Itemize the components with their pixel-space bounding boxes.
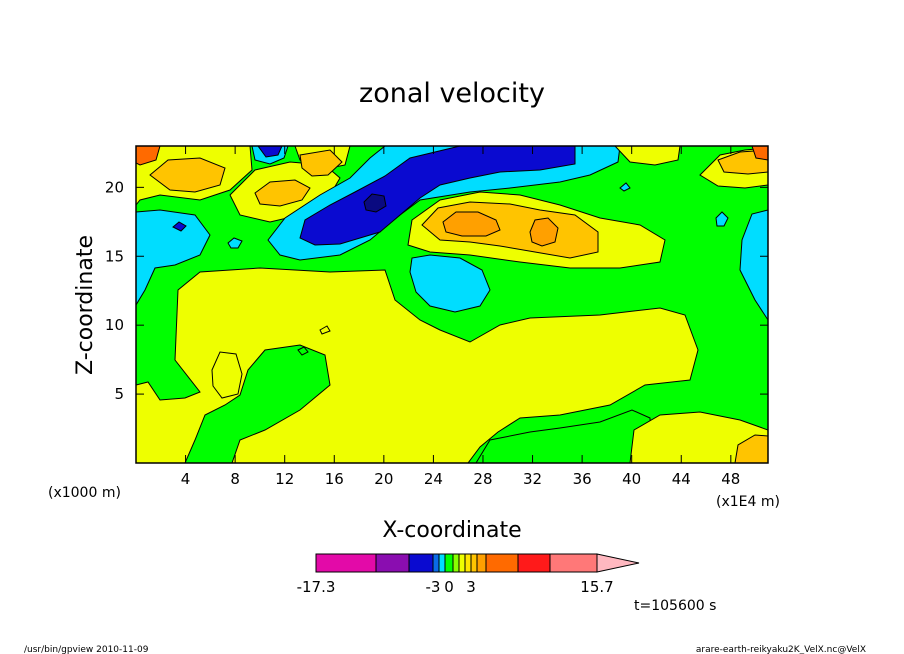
colorbar-swatch xyxy=(464,553,472,573)
field-blue-top-left xyxy=(257,146,283,158)
colorbar-swatch xyxy=(476,553,487,573)
field-darkorange-b xyxy=(529,217,559,247)
x-axis-label: X-coordinate xyxy=(382,518,521,543)
field-blue-dot-left xyxy=(172,221,187,232)
field-redorange-right-corner xyxy=(751,146,768,161)
colorbar: -17.3 -3 0 3 15.7 xyxy=(297,553,640,596)
colorbar-swatch xyxy=(517,553,551,573)
field-green-island-left xyxy=(184,344,331,463)
y-tick-label: 5 xyxy=(114,385,124,403)
field-redorange-corner xyxy=(136,146,161,166)
chart-title: zonal velocity xyxy=(359,78,545,109)
x-tick-label: 16 xyxy=(325,470,344,488)
colorbar-label: -17.3 xyxy=(297,578,336,596)
x-tick-label: 20 xyxy=(374,470,393,488)
field-cyan-speck xyxy=(619,182,631,192)
x-tick-label: 12 xyxy=(275,470,294,488)
colorbar-swatch xyxy=(408,553,434,573)
x-tick-label: 24 xyxy=(424,470,443,488)
colorbar-label: 15.7 xyxy=(580,578,613,596)
colorbar-swatch xyxy=(485,553,519,573)
colorbar-swatch xyxy=(458,553,466,573)
colorbar-swatch xyxy=(315,553,377,573)
y-axis-label: Z-coordinate xyxy=(73,235,98,375)
colorbar-swatch xyxy=(452,553,460,573)
y-axis: 5 10 15 20 xyxy=(105,178,768,403)
x-unit-left: (x1000 m) xyxy=(48,485,121,501)
field-green-speck xyxy=(297,346,309,356)
field-cyan-right xyxy=(739,209,768,321)
field-darkblue-blob xyxy=(363,193,387,213)
x-tick-label: 40 xyxy=(622,470,641,488)
x-axis: 4 8 12 16 20 24 28 32 36 40 44 48 xyxy=(181,146,740,488)
field-cyan-dot xyxy=(227,237,243,249)
colorbar-label: 3 xyxy=(466,578,476,596)
field-yellow-blob xyxy=(211,351,243,399)
field-orange-top-mid xyxy=(299,149,343,177)
x-unit-right: (x1E4 m) xyxy=(716,494,780,510)
field-cyan-right-small xyxy=(715,211,729,227)
x-tick-label: 48 xyxy=(721,470,740,488)
plot-frame xyxy=(135,145,769,464)
y-tick-label: 20 xyxy=(105,178,124,196)
time-label: t=105600 s xyxy=(634,598,716,614)
x-tick-label: 28 xyxy=(473,470,492,488)
colorbar-swatch xyxy=(444,553,454,573)
footer-right: arare-earth-reikyaku2K_VelX.nc@VelX xyxy=(696,645,866,654)
colorbar-label: 0 xyxy=(444,578,454,596)
field-orange-upper-left xyxy=(149,157,226,193)
y-tick-label: 15 xyxy=(105,247,124,265)
field-orange-corner xyxy=(734,434,768,463)
colorbar-swatch xyxy=(432,553,440,573)
field-yellow-lower-right xyxy=(629,411,768,463)
colorbar-swatch xyxy=(549,553,598,573)
colorbar-arrow xyxy=(596,553,640,573)
colorbar-label: -3 xyxy=(426,578,441,596)
y-tick-label: 10 xyxy=(105,316,124,334)
x-tick-label: 4 xyxy=(181,470,191,488)
field-cyan-center xyxy=(409,254,491,313)
x-tick-label: 44 xyxy=(672,470,691,488)
colorbar-swatch xyxy=(375,553,410,573)
field-orange-x12 xyxy=(254,179,311,207)
field-yellow-speck xyxy=(319,325,331,335)
x-tick-label: 36 xyxy=(573,470,592,488)
x-tick-label: 32 xyxy=(523,470,542,488)
x-tick-label: 8 xyxy=(230,470,240,488)
colorbar-swatch xyxy=(438,553,446,573)
field-cyan-left xyxy=(136,209,211,306)
field-darkorange-a xyxy=(442,211,501,237)
plot-area xyxy=(136,146,768,463)
footer-left: /usr/bin/gpview 2010-11-09 xyxy=(24,645,149,654)
colorbar-swatch xyxy=(470,553,478,573)
field-blue-diagonal xyxy=(299,146,576,246)
